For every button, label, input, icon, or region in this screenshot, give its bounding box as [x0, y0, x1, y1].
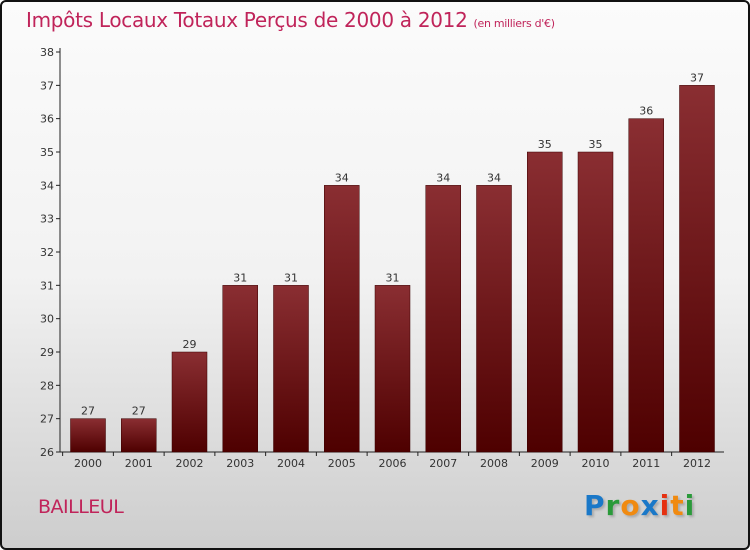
y-tick-label: 35	[40, 146, 54, 159]
data-label: 35	[589, 138, 603, 151]
x-tick-label: 2000	[74, 457, 102, 470]
x-tick-label: 2003	[226, 457, 254, 470]
logo-letter: o	[620, 489, 641, 522]
y-tick-label: 34	[40, 179, 54, 192]
data-label: 31	[386, 271, 400, 284]
data-label: 31	[284, 271, 298, 284]
proxiti-logo: Proxiti	[584, 489, 695, 522]
data-label: 36	[639, 105, 653, 118]
x-tick-label: 2002	[176, 457, 204, 470]
chart-subtitle: (en milliers d'€)	[473, 17, 555, 30]
bar	[222, 285, 258, 453]
x-tick-label: 2007	[429, 457, 457, 470]
bar	[273, 285, 309, 453]
data-label: 27	[132, 405, 146, 418]
data-label: 37	[690, 71, 704, 84]
x-tick-label: 2006	[379, 457, 407, 470]
y-tick-label: 27	[40, 413, 54, 426]
data-label: 29	[183, 338, 197, 351]
y-tick-label: 32	[40, 246, 54, 259]
logo-letter: i	[659, 489, 671, 522]
bar	[425, 185, 461, 453]
bar	[324, 185, 360, 453]
x-tick-label: 2004	[277, 457, 305, 470]
title-text: Impôts Locaux Totaux Perçus de 2000 à 20…	[26, 8, 468, 32]
y-tick-label: 28	[40, 379, 54, 392]
x-tick-label: 2012	[683, 457, 711, 470]
y-tick-label: 29	[40, 346, 54, 359]
bar	[70, 418, 106, 453]
logo-letter: r	[605, 489, 621, 522]
x-tick-label: 2010	[582, 457, 610, 470]
bar	[171, 351, 208, 453]
logo-letter: x	[640, 489, 660, 522]
bar	[679, 85, 715, 453]
y-tick-label: 30	[40, 313, 54, 326]
x-tick-label: 2011	[632, 457, 660, 470]
location-name: BAILLEUL	[38, 496, 124, 518]
logo-letter: t	[670, 489, 685, 522]
y-tick-label: 38	[40, 46, 54, 59]
data-label: 34	[335, 171, 349, 184]
x-tick-label: 2008	[480, 457, 508, 470]
y-tick-label: 33	[40, 213, 54, 226]
logo-letter: P	[584, 489, 606, 522]
data-label: 35	[538, 138, 552, 151]
chart-title: Impôts Locaux Totaux Perçus de 2000 à 20…	[26, 8, 555, 32]
data-label: 27	[81, 405, 95, 418]
x-tick-label: 2001	[125, 457, 153, 470]
logo-letter: i	[684, 489, 696, 522]
x-tick-label: 2009	[531, 457, 559, 470]
y-tick-label: 36	[40, 113, 54, 126]
y-tick-label: 26	[40, 446, 54, 459]
data-label: 31	[233, 271, 247, 284]
bar	[628, 118, 664, 453]
y-tick-label: 37	[40, 79, 54, 92]
bar	[527, 151, 563, 453]
bar	[577, 151, 614, 453]
bar	[121, 418, 157, 453]
data-label: 34	[487, 171, 501, 184]
data-label: 34	[436, 171, 450, 184]
y-tick-label: 31	[40, 279, 54, 292]
bar	[374, 285, 411, 453]
bar	[476, 185, 512, 453]
x-tick-label: 2005	[328, 457, 356, 470]
